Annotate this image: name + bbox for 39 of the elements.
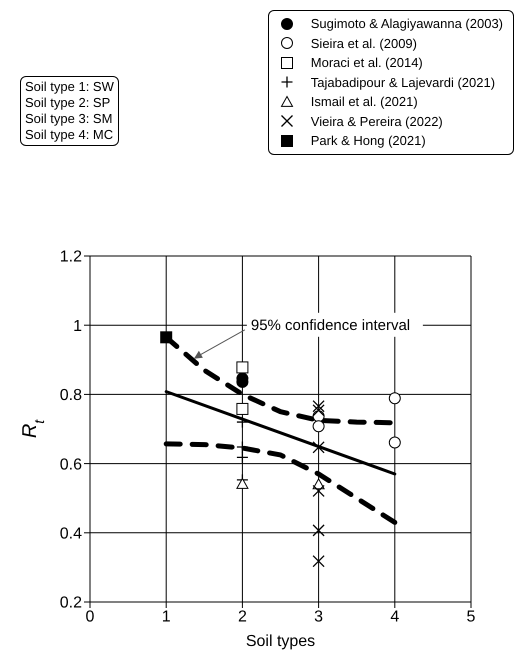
point xyxy=(312,555,325,568)
legend-label: Ismail et al. (2021) xyxy=(310,94,418,110)
y-tick-label: 0.8 xyxy=(60,387,82,404)
text: Soil type 2: SP xyxy=(25,95,112,111)
text: Soil type 4: MC xyxy=(25,127,114,143)
point xyxy=(236,402,248,415)
x-tick-label: 0 xyxy=(86,608,95,626)
point xyxy=(312,524,325,537)
point xyxy=(312,420,325,432)
legend-label: Vieira & Pereira (2022) xyxy=(310,114,443,129)
point xyxy=(312,484,325,498)
point xyxy=(312,441,325,454)
point xyxy=(312,404,325,416)
point xyxy=(312,400,325,412)
point xyxy=(388,436,401,448)
legend-label: Tajabadipour & Lajevardi (2021) xyxy=(310,74,496,90)
y-tick-label: 0.4 xyxy=(60,525,82,542)
y-tick-label: 0.2 xyxy=(60,594,82,612)
point xyxy=(236,451,249,464)
x-tick-label: 5 xyxy=(466,608,476,626)
annotation: 95% confidence interval xyxy=(250,316,410,334)
y-tick-label: 0.6 xyxy=(60,456,82,474)
text: Soil type 3: SM xyxy=(25,111,114,127)
point xyxy=(236,478,248,489)
x-tick-label: 3 xyxy=(314,608,324,626)
legend-label: Park & Hong (2021) xyxy=(310,133,426,148)
x-axis-title: Soil types xyxy=(246,633,316,650)
text: Soil type 1: SW xyxy=(25,79,114,95)
legend-label: Sugimoto & Alagiyawanna (2003) xyxy=(310,16,503,32)
y-tick-label: 1 xyxy=(73,318,82,335)
x-tick-label: 4 xyxy=(390,608,400,626)
point xyxy=(236,361,248,374)
point xyxy=(388,392,401,404)
y-tick-label: 1.2 xyxy=(60,248,82,266)
legend-label: Sieira et al. (2009) xyxy=(310,36,417,51)
x-tick-label: 1 xyxy=(162,608,171,626)
point xyxy=(160,331,172,344)
legend-label: Moraci et al. (2014) xyxy=(310,55,423,70)
x-tick-label: 2 xyxy=(238,608,247,626)
